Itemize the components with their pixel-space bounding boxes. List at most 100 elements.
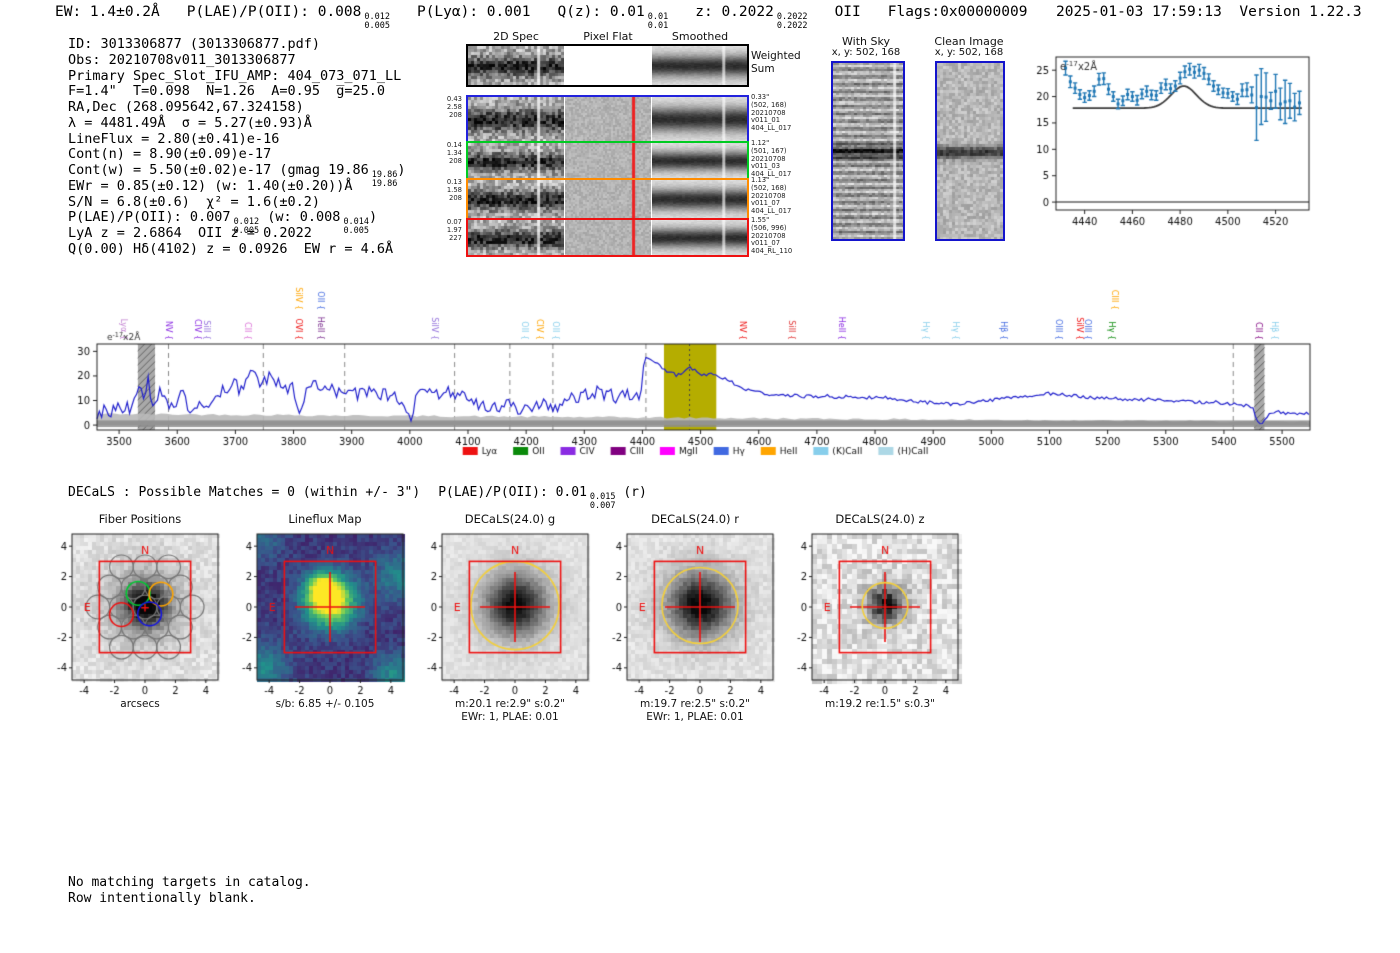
spec2d-cell-smooth [652, 46, 747, 85]
error-hi: 0.012 [364, 12, 390, 22]
right-label-line: v011_03 [751, 162, 781, 171]
spec2d-row [466, 95, 749, 143]
spec2d-cell-spec [468, 220, 564, 255]
text-segment: Cont(n) = 8.90(±0.09)e-17 [68, 146, 272, 163]
cutout-title: DECaLS(24.0) z [835, 512, 925, 526]
left-label-line: 227 [449, 233, 462, 242]
spec2d-row [466, 141, 749, 180]
info-line: ID: 3013306877 (3013306877.pdf) [68, 36, 405, 53]
decals-matches-line: DECaLS : Possible Matches = 0 (within +/… [68, 485, 647, 511]
text-segment: EWr = 0.85(±0.12) (w: 1.40(±0.20))Å [68, 177, 353, 194]
text-segment: LineFlux = 2.80(±0.41)e-16 [68, 130, 280, 147]
cutout-caption: m:19.7 re:2.5" s:0.2" [640, 698, 750, 710]
text-segment: DECaLS : Possible Matches = 0 (within +/… [68, 485, 421, 500]
info-line: S/N = 6.8(±0.6) χ² = 1.6(±0.2) [68, 194, 405, 211]
stacked-error-values: 0.01 0.01 [647, 12, 669, 31]
info-line: Q(0.00) Hδ(4102) z = 0.0926 EW r = 4.6Å [68, 240, 405, 258]
cell-gap [564, 46, 565, 85]
col-header-smoothed: Smoothed [671, 30, 729, 43]
weighted-sum-line: Weighted [751, 50, 801, 62]
stacked-error-values: 0.014 0.005 [343, 217, 370, 237]
text-segment: P(Lyα): 0.001 [416, 4, 531, 20]
left-label-line: 2.58 [446, 102, 462, 111]
spec2d-cell-white [565, 46, 651, 85]
right-label-line: 404_LL_017 [751, 124, 792, 133]
text-segment: ) [369, 209, 378, 226]
info-line: LyA z = 2.6864 OII z = 0.2022 [68, 225, 405, 242]
line-fit-zoom-plot [1018, 45, 1340, 237]
header-summary-line: EW: 1.4±0.2Å P(LAE)/P(OII): 0.008 0.012 0.0… [55, 4, 1027, 31]
left-label-line: 208 [449, 156, 462, 165]
spec2d-row [466, 218, 749, 257]
spec2d-cell-spec [468, 143, 564, 178]
spec2d-cell-smooth [652, 180, 747, 218]
error-hi: 0.2022 [776, 12, 808, 22]
spec2d-row [466, 178, 749, 220]
info-line: Primary Spec_Slot_IFU_AMP: 404_073_071_L… [68, 68, 405, 85]
full-spectrum-plot [55, 268, 1347, 470]
stacked-error-values: 0.012 0.005 [233, 218, 260, 237]
right-label-line: 1.13" [751, 176, 770, 184]
info-line: EWr = 0.85(±0.12) (w: 1.40(±0.20))Å [68, 177, 405, 195]
right-label-line: 404_RL_110 [751, 247, 793, 256]
cutout-image [227, 528, 423, 700]
text-segment: OII [834, 4, 861, 20]
text-segment: P(LAE)/P(OII): 0.01 [438, 485, 587, 500]
text-segment: P(LAE)/P(OII): 0.008 [186, 4, 362, 20]
stacked-error-values: 19.86 19.86 [372, 170, 398, 189]
text-segment: λ = 4481.49Å σ = 5.27(±0.93)Å [68, 114, 312, 131]
header-segment: Q(z): 0.01 0.01 0.01 [557, 4, 668, 31]
right-label-line: 20210708 [751, 191, 786, 200]
text-segment: (w: 0.008 [259, 209, 341, 226]
cell-gap [651, 97, 652, 141]
error-hi: 0.01 [647, 12, 669, 22]
cutout-title: Fiber Positions [98, 512, 182, 526]
spec2d-row-right-labels: 1.13" (502, 168) 20210708 v011_07 404_LL_017 [751, 176, 823, 216]
cell-gap [564, 180, 565, 218]
spec2d-cell-spec [468, 46, 564, 85]
cutout-image [597, 528, 793, 700]
right-label-line: 20210708 [751, 231, 786, 240]
cutout-caption: EWr: 1, PLAE: 0.01 [461, 711, 559, 723]
left-label-line: 0.43 [446, 95, 462, 103]
clean-title: Clean Image [934, 35, 1004, 48]
cutout-title: Lineflux Map [288, 512, 362, 526]
right-label-line: v011_01 [751, 116, 781, 125]
clean-image [935, 61, 1005, 241]
col-header-2dspec: 2D Spec [493, 30, 539, 43]
right-label-line: 0.33" [751, 93, 770, 101]
error-hi: 0.014 [343, 217, 370, 228]
header-segment: EW: 1.4±0.2Å [55, 4, 160, 31]
error-lo: 0.005 [233, 226, 260, 237]
spec2d-cell-spec [468, 97, 564, 141]
spec2d-cell-spec [468, 180, 564, 218]
spec2d-row-left-labels: 0.13 1.58 208 [425, 178, 462, 202]
header-segment: OII [835, 4, 861, 31]
header-segment: z: 0.2022 0.2022 0.2022 [695, 4, 807, 31]
cell-gap [651, 220, 652, 255]
left-label-line: 0.14 [446, 141, 462, 149]
right-label-line: 1.55" [751, 216, 770, 224]
text-segment: Q(0.00) Hδ(4102) z = 0.0926 EW r = 4.6Å [68, 240, 394, 257]
catalog-footer-note: No matching targets in catalog. Row inte… [68, 875, 311, 906]
info-line: LineFlux = 2.80(±0.41)e-16 [68, 130, 405, 148]
decals-segment: P(LAE)/P(OII): 0.01 0.015 0.007 (r) [438, 485, 647, 511]
col-header-pixelflat: Pixel Flat [583, 30, 633, 43]
spec2d-row-right-labels: 0.33" (502, 168) 20210708 v011_01 404_LL_017 [751, 93, 823, 133]
info-line: Obs: 20210708v011_3013306877 [68, 52, 405, 69]
stacked-error-values: 0.015 0.007 [590, 492, 616, 511]
cell-gap [651, 46, 652, 85]
cutout-title: DECaLS(24.0) g [464, 512, 556, 526]
footer-line-2: Row intentionally blank. [68, 890, 256, 906]
error-lo: 0.005 [364, 21, 390, 32]
cutout-caption: EWr: 1, PLAE: 0.01 [646, 711, 744, 723]
right-label-line: (506, 996) [751, 223, 787, 232]
spec2d-row-right-labels: 1.12" (501, 167) 20210708 v011_03 404_LL_017 [751, 139, 823, 179]
left-label-line: 1.97 [446, 225, 462, 234]
cutout-image [782, 528, 978, 700]
error-lo: 0.2022 [776, 21, 808, 32]
header-datetime-version: 2025-01-03 17:59:13 Version 1.22.3 [1056, 4, 1362, 20]
right-label-line: 404_LL_017 [751, 170, 792, 179]
right-label-line: (502, 168) [751, 183, 787, 192]
